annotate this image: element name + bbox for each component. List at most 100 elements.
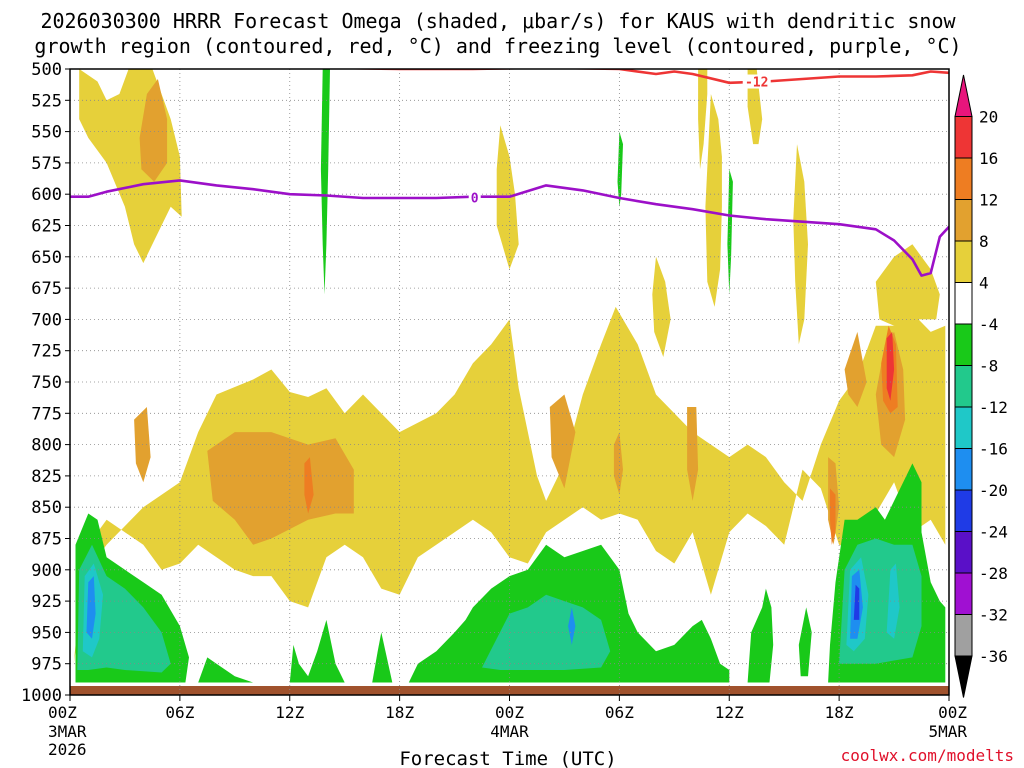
colorbar-label-13: -36 <box>979 647 1008 666</box>
omega-region-8 <box>207 432 354 545</box>
omega-region-4 <box>793 144 808 345</box>
colorbar-bin-20 <box>954 74 973 117</box>
colorbar-bin-8 <box>954 199 973 242</box>
chart-title-line1: 2026030300 HRRR Forecast Omega (shaded, … <box>40 9 956 33</box>
y-tick-label-750: 750 <box>31 373 62 393</box>
omega-region--4 <box>372 632 393 683</box>
colorbar-bin-12 <box>954 157 973 200</box>
x-tick-label-12: 12Z <box>275 703 304 722</box>
y-tick-label-525: 525 <box>31 91 62 111</box>
omega-region--4 <box>727 169 733 295</box>
x-tick-label-0: 00Z <box>48 703 77 722</box>
x-axis-label: Forecast Time (UTC) <box>399 748 616 768</box>
terrain-band <box>70 686 949 695</box>
colorbar-label-9: -20 <box>979 481 1008 500</box>
colorbar-label-8: -16 <box>979 440 1008 459</box>
omega-region-8 <box>613 432 623 495</box>
y-tick-label-800: 800 <box>31 436 62 456</box>
watermark: coolwx.com/modelts <box>841 746 1014 765</box>
y-tick-label-575: 575 <box>31 154 62 174</box>
y-tick-label-550: 550 <box>31 123 62 143</box>
colorbar-label-6: -8 <box>979 357 998 376</box>
colorbar-bin--36 <box>954 614 973 657</box>
y-tick-label-625: 625 <box>31 217 62 237</box>
colorbar: 20 16 12 8 4 -4 -8 -12 -16 -20 -24 -28 -32 -36 <box>954 74 1008 698</box>
colorbar-bin--16 <box>954 406 973 449</box>
omega-region--4 <box>617 131 623 207</box>
y-tick-label-1000: 1000 <box>21 686 62 706</box>
x-tick-label-24: 00Z <box>495 703 524 722</box>
omega-region--4 <box>747 588 774 683</box>
y-tick-label-925: 925 <box>31 592 62 612</box>
y-tick-label-900: 900 <box>31 561 62 581</box>
colorbar-label-1: 16 <box>979 149 998 168</box>
x-tick-label-18: 18Z <box>385 703 414 722</box>
colorbar-label-12: -32 <box>979 606 1008 625</box>
x-date-label-24: 4MAR <box>490 722 529 741</box>
colorbar-label-2: 12 <box>979 191 998 210</box>
omega-region-8 <box>139 79 168 182</box>
y-tick-label-825: 825 <box>31 467 62 487</box>
freezing-level-label: 0 <box>471 191 479 206</box>
colorbar-label-5: -4 <box>979 315 998 334</box>
colorbar-label-10: -24 <box>979 523 1008 542</box>
pressure-axis: 500 525 550 575 600 625 650 675 700 725 750 775 800 8… <box>21 60 70 706</box>
y-tick-label-650: 650 <box>31 248 62 268</box>
colorbar-label-3: 8 <box>979 232 989 251</box>
colorbar-bin--24 <box>954 489 973 532</box>
colorbar-bin--32 <box>954 572 973 615</box>
x-date-label-48: 5MAR <box>928 722 967 741</box>
colorbar-bin--12 <box>954 365 973 408</box>
contour-labels: 0 -12 <box>468 74 771 206</box>
x-tick-label-42: 18Z <box>825 703 854 722</box>
omega-region--4 <box>289 619 345 683</box>
chart-title-line2: growth region (contoured, red, °C) and f… <box>34 34 961 58</box>
y-tick-label-875: 875 <box>31 530 62 550</box>
contour-lines <box>70 69 949 277</box>
freezing-level-line <box>70 179 949 277</box>
x-tick-label-6: 06Z <box>165 703 194 722</box>
x-tick-label-36: 12Z <box>715 703 744 722</box>
colorbar-bin--4 <box>954 282 973 325</box>
y-tick-label-850: 850 <box>31 498 62 518</box>
y-tick-label-725: 725 <box>31 342 62 362</box>
omega-region--16 <box>568 607 576 645</box>
y-tick-label-775: 775 <box>31 404 62 424</box>
omega-region--4 <box>198 657 254 683</box>
dgz-label: -12 <box>745 76 768 91</box>
dgz-label-bg <box>742 74 771 89</box>
omega-region--4 <box>798 607 812 677</box>
colorbar-bin--20 <box>954 448 973 491</box>
omega-region-4 <box>652 256 671 357</box>
omega-region-8 <box>549 394 576 489</box>
omega-region--12 <box>886 563 900 639</box>
dgz-minus12-line <box>326 69 949 85</box>
colorbar-bin--28 <box>954 531 973 574</box>
colorbar-bin-16 <box>954 116 973 159</box>
omega-region-12 <box>830 488 836 545</box>
omega-region-4 <box>698 69 708 170</box>
x-date-label-0: 3MAR <box>48 722 87 741</box>
omega-region--20 <box>853 584 860 620</box>
omega-region--16 <box>86 576 96 639</box>
y-tick-label-675: 675 <box>31 279 62 299</box>
x-tick-label-48: 00Z <box>938 703 967 722</box>
y-tick-label-600: 600 <box>31 185 62 205</box>
omega-region--8 <box>77 544 171 673</box>
colorbar-bin--8 <box>954 323 973 366</box>
x-year-label-0: 2026 <box>48 740 87 759</box>
omega-region-4 <box>79 69 182 264</box>
colorbar-label-11: -28 <box>979 564 1008 583</box>
colorbar-label-4: 4 <box>979 274 989 293</box>
colorbar-bin--40 <box>954 655 973 698</box>
colorbar-label-0: 20 <box>979 108 998 127</box>
freezing-level-label-bg <box>468 190 481 205</box>
y-tick-label-950: 950 <box>31 623 62 643</box>
grid-lines <box>70 69 949 695</box>
y-tick-label-700: 700 <box>31 310 62 330</box>
colorbar-label-7: -12 <box>979 398 1008 417</box>
y-tick-label-500: 500 <box>31 60 62 80</box>
omega-region-4 <box>875 244 940 326</box>
